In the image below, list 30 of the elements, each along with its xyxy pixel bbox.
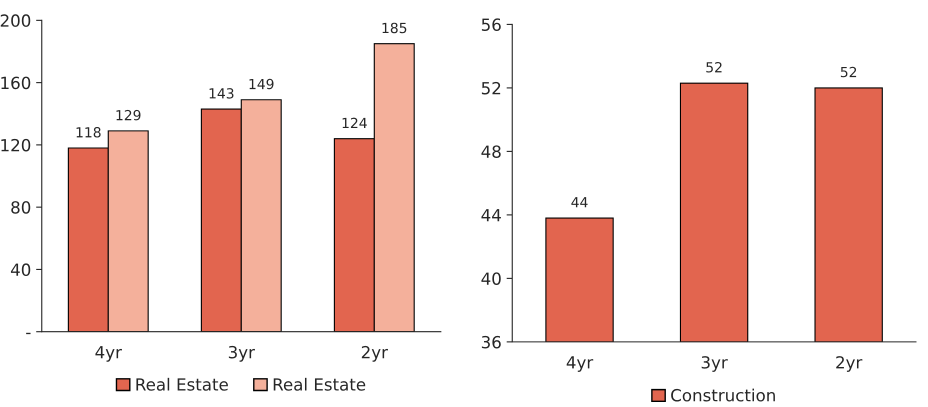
y-tick-label: 36 [482, 336, 501, 348]
y-tick-label: 200 [0, 14, 30, 27]
x-tick-label: 4yr [95, 346, 122, 362]
y-tick-label: 40 [10, 263, 30, 276]
data-label: 185 [382, 22, 406, 34]
data-label: 52 [840, 66, 856, 78]
data-label: 118 [76, 127, 101, 138]
y-tick-label: 48 [481, 145, 501, 158]
y-tick-label: 52 [482, 82, 500, 94]
y-tick-label: 160 [1, 76, 30, 90]
legend-label: Construction [671, 388, 775, 402]
data-label: 124 [342, 118, 367, 128]
data-label: 52 [706, 62, 722, 73]
x-tick-label: 3yr [228, 346, 255, 362]
legend-label: Real Estate [136, 378, 228, 391]
x-tick-label: 3yr [702, 356, 728, 372]
y-tick-label: 80 [11, 201, 30, 214]
x-tick-label: 2yr [836, 356, 862, 372]
y-tick-label: - [26, 332, 31, 334]
y-tick-label: 120 [1, 138, 30, 152]
data-label: 143 [210, 88, 234, 99]
data-label: 149 [250, 78, 274, 90]
x-tick-label: 4yr [566, 356, 594, 372]
x-tick-label: 2yr [362, 346, 388, 362]
legend-label: Real Estate [274, 378, 366, 391]
data-label: 44 [571, 197, 588, 208]
y-tick-label: 56 [482, 18, 501, 31]
y-tick-label: 40 [481, 272, 501, 285]
data-label: 129 [116, 110, 140, 120]
y-tick-label: 44 [481, 209, 501, 222]
